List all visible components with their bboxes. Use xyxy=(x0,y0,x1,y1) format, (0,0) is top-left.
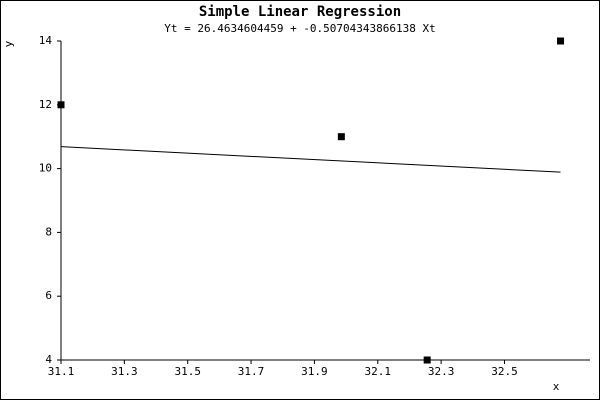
point xyxy=(423,356,431,364)
chart-title: Simple Linear Regression xyxy=(199,4,401,20)
x-axis-label: x xyxy=(553,380,560,393)
x-tick-label: 32.5 xyxy=(491,365,518,378)
x-tick-label: 31.9 xyxy=(301,365,328,378)
y-tick-label: 12 xyxy=(39,98,52,111)
x-tick-label: 32.1 xyxy=(365,365,392,378)
y-tick-label: 14 xyxy=(39,34,53,47)
point xyxy=(557,37,565,45)
x-tick-label: 31.7 xyxy=(238,365,265,378)
x-tick-label: 31.1 xyxy=(48,365,75,378)
point xyxy=(337,133,345,141)
y-tick-label: 10 xyxy=(39,162,52,175)
point xyxy=(57,101,65,109)
regression-line xyxy=(60,146,561,173)
x-tick-label: 31.3 xyxy=(111,365,138,378)
y-tick-label: 8 xyxy=(45,225,52,238)
chart-subtitle: Yt = 26.4634604459 + -0.50704343866138 X… xyxy=(164,22,436,35)
y-axis-label: y xyxy=(2,40,15,47)
x-tick-label: 31.5 xyxy=(174,365,201,378)
y-tick-label: 4 xyxy=(45,353,52,366)
x-tick-label: 32.3 xyxy=(428,365,455,378)
y-tick-label: 6 xyxy=(45,289,52,302)
